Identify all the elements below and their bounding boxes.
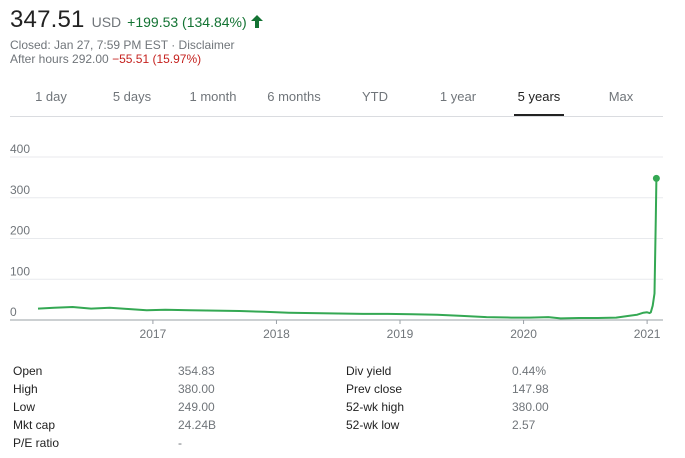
stat-value-div-yield: 0.44% bbox=[512, 364, 547, 378]
stat-value-open: 354.83 bbox=[178, 364, 215, 378]
y-tick-label: 200 bbox=[10, 224, 30, 238]
y-tick-label: 100 bbox=[10, 264, 30, 278]
range-tabs: 1 day 5 days 1 month 6 months YTD 1 year… bbox=[0, 76, 665, 117]
stat-label-div-yield: Div yield bbox=[346, 364, 392, 378]
tab-ytd[interactable]: YTD bbox=[362, 88, 388, 104]
quote-header: 347.51 USD +199.53 (134.84%) bbox=[10, 6, 263, 34]
stat-value-mkt-cap: 24.24B bbox=[178, 418, 217, 432]
stat-label-open: Open bbox=[13, 364, 43, 378]
stats-left-labels: Open High Low Mkt cap P/E ratio bbox=[13, 362, 59, 452]
price-row: 347.51 USD +199.53 (134.84%) bbox=[10, 6, 263, 34]
currency-label: USD bbox=[91, 14, 122, 30]
price-change: +199.53 (134.84%) bbox=[127, 14, 247, 30]
arrow-up-icon bbox=[250, 15, 263, 28]
y-tick-label: 0 bbox=[10, 305, 17, 319]
y-tick-label: 400 bbox=[10, 142, 30, 156]
stat-value-52wk-high: 380.00 bbox=[512, 400, 549, 414]
price-chart[interactable]: 0 100 200 300 400 2017 2018 2019 2020 2021 bbox=[0, 118, 685, 350]
x-tick-label: 2018 bbox=[263, 327, 290, 341]
tab-1-year[interactable]: 1 year bbox=[439, 88, 477, 104]
after-hours-change: −55.51 (15.97%) bbox=[112, 52, 202, 66]
tabs-divider bbox=[10, 116, 663, 117]
stats-right-labels: Div yield Prev close 52-wk high 52-wk lo… bbox=[346, 362, 404, 434]
x-tick-label: 2020 bbox=[510, 327, 537, 341]
stats-left-values: 354.83 380.00 249.00 24.24B - bbox=[178, 362, 216, 452]
x-tick-label: 2021 bbox=[634, 327, 661, 341]
y-axis: 0 100 200 300 400 bbox=[10, 142, 30, 319]
stat-value-low: 249.00 bbox=[178, 400, 215, 414]
chart-grid bbox=[10, 156, 663, 321]
stat-label-52wk-low: 52-wk low bbox=[346, 418, 400, 432]
x-tick-label: 2019 bbox=[387, 327, 414, 341]
tab-5-years[interactable]: 5 years bbox=[514, 76, 564, 117]
stat-label-52wk-high: 52-wk high bbox=[346, 400, 405, 414]
stats-right-values: 0.44% 147.98 380.00 2.57 bbox=[512, 362, 549, 434]
closed-info: Closed: Jan 27, 7:59 PM EST · Disclaimer bbox=[10, 38, 235, 52]
tab-5-days[interactable]: 5 days bbox=[112, 88, 152, 104]
stat-value-52wk-low: 2.57 bbox=[512, 418, 536, 432]
tab-1-month[interactable]: 1 month bbox=[189, 88, 237, 104]
stat-label-prev-close: Prev close bbox=[346, 382, 403, 396]
stat-label-pe-ratio: P/E ratio bbox=[13, 436, 60, 450]
current-price: 347.51 bbox=[10, 6, 85, 33]
stat-label-low: Low bbox=[13, 400, 36, 414]
tab-6-months[interactable]: 6 months bbox=[267, 88, 321, 104]
y-tick-label: 300 bbox=[10, 183, 30, 197]
stat-label-high: High bbox=[13, 382, 38, 396]
stat-value-high: 380.00 bbox=[178, 382, 215, 396]
x-axis: 2017 2018 2019 2020 2021 bbox=[140, 320, 661, 341]
x-tick-label: 2017 bbox=[140, 327, 167, 341]
stat-value-pe-ratio: - bbox=[178, 436, 182, 450]
price-line bbox=[37, 178, 658, 320]
after-hours-label: After hours 292.00 bbox=[10, 52, 109, 66]
after-hours-info: After hours 292.00 −55.51 (15.97%) bbox=[10, 52, 201, 66]
stat-label-mkt-cap: Mkt cap bbox=[13, 418, 56, 432]
tab-1-day[interactable]: 1 day bbox=[35, 88, 67, 104]
tab-max[interactable]: Max bbox=[608, 88, 634, 104]
stat-value-prev-close: 147.98 bbox=[512, 382, 549, 396]
last-price-point bbox=[652, 174, 660, 182]
